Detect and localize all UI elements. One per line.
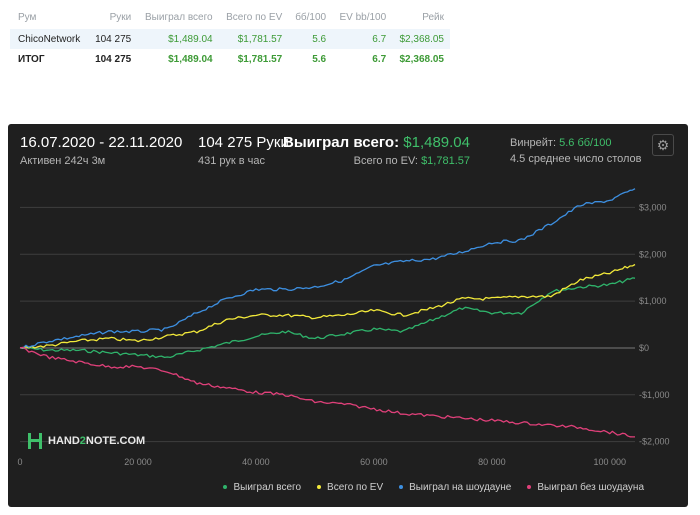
x-tick-label: 40 000 [242,457,270,467]
table-total-row: ИТОГ 104 275 $1,489.04 $1,781.57 5.6 6.7… [10,49,450,69]
avg-tables: 4.5 среднее число столов [510,153,642,165]
hand2note-logo: HAND2NOTE.COM [28,433,145,449]
col-hands[interactable]: Руки [109,11,132,23]
cell-bb100: 5.6 [288,29,333,49]
y-tick-label: -$2,000 [639,437,670,447]
legend-dot-icon [399,485,404,490]
ev-summary: Всего по EV: $1,781.57 [354,155,470,167]
table-header-row: Рум Руки Выиграл всего Всего по EV бб/10… [10,5,450,29]
ev-label: Всего по EV: [353,155,418,167]
y-tick-label: $3,000 [639,202,667,212]
legend-item[interactable]: Всего по EV [317,482,383,493]
winrate-label: Винрейт: [510,137,557,149]
won-value: $1,489.04 [403,134,470,151]
col-won[interactable]: Выиграл всего [145,11,213,23]
legend-item[interactable]: Выиграл всего [223,482,301,493]
gear-icon[interactable]: ⚙ [652,134,674,156]
y-tick-label: $0 [639,343,649,353]
room-stats-table: Рум Руки Выиграл всего Всего по EV бб/10… [10,5,450,69]
legend-dot-icon [527,485,532,490]
x-tick-label: 80 000 [478,457,506,467]
col-room[interactable]: Рум [18,11,37,23]
winrate-summary: Винрейт: 5.6 бб/100 [510,137,611,149]
cell-ev: $1,781.57 [218,29,289,49]
hands-count: 104 275 Руки [198,134,289,151]
won-summary: Выиграл всего: $1,489.04 [283,134,470,151]
table-row[interactable]: ChicoNetwork 104 275 $1,489.04 $1,781.57… [10,29,450,49]
total-room: ИТОГ [10,49,88,69]
logo-mark-icon [28,433,42,449]
bankroll-chart: $3,000 $2,000 $1,000 $0 -$1,000 -$2,000 0 20 00… [17,188,670,467]
col-rake[interactable]: Рейк [422,11,444,23]
cell-won: $1,489.04 [137,29,219,49]
cell-evbb100: 6.7 [332,29,393,49]
col-bb100[interactable]: бб/100 [295,11,327,23]
cell-hands: 104 275 [87,29,138,49]
cell-room: ChicoNetwork [10,29,88,49]
series-line [19,277,636,359]
cell-rake: $2,368.05 [392,29,450,49]
series-line [19,188,636,349]
legend-item[interactable]: Выиграл на шоудауне [399,482,511,493]
won-label: Выиграл всего: [283,134,400,151]
legend-label: Выиграл всего [233,482,302,493]
ev-value: $1,781.57 [421,155,470,167]
graph-panel: 16.07.2020 - 22.11.2020 Активен 242ч 3м … [8,124,688,507]
col-evbb100[interactable]: EV bb/100 [339,11,387,23]
total-ev: $1,781.57 [218,49,289,69]
x-tick-label: 100 000 [594,457,627,467]
total-bb100: 5.6 [288,49,333,69]
y-tick-label: $2,000 [639,249,667,259]
hands-per-hour: 431 рук в час [198,155,266,167]
x-tick-label: 0 [17,457,22,467]
y-tick-label: -$1,000 [639,390,670,400]
legend-item[interactable]: Выиграл без шоудауна [527,482,644,493]
x-tick-label: 20 000 [124,457,152,467]
legend-label: Всего по EV [327,482,384,493]
winrate-value: 5.6 бб/100 [559,137,612,149]
series-line [19,263,636,349]
total-won: $1,489.04 [137,49,219,69]
active-time: Активен 242ч 3м [20,155,106,167]
legend-dot-icon [223,485,228,490]
col-ev[interactable]: Всего по EV [226,11,283,23]
total-rake: $2,368.05 [392,49,450,69]
date-range: 16.07.2020 - 22.11.2020 [20,134,183,151]
legend-label: Выиграл без шоудауна [537,482,644,493]
legend-dot-icon [317,485,322,490]
series-line [19,346,635,438]
total-evbb100: 6.7 [332,49,393,69]
chart-legend: Выиграл всего Всего по EV Выиграл на шоуда… [8,482,644,493]
total-hands: 104 275 [87,49,138,69]
y-tick-label: $1,000 [639,296,667,306]
legend-label: Выиграл на шоудауне [409,482,512,493]
x-tick-label: 60 000 [360,457,388,467]
